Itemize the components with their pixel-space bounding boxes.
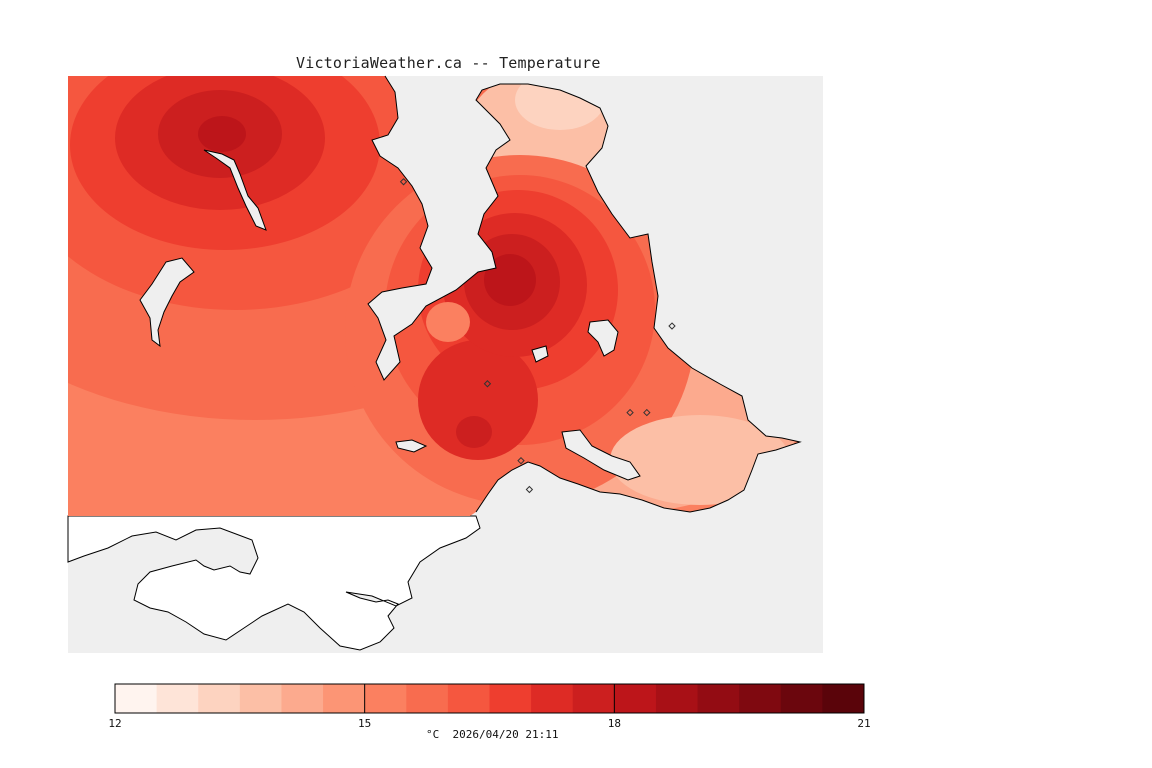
colorbar-swatch bbox=[198, 684, 241, 713]
colorbar-tick-label: 12 bbox=[108, 717, 122, 730]
map-title: VictoriaWeather.ca -- Temperature bbox=[296, 54, 601, 72]
colorbar-swatch bbox=[739, 684, 782, 713]
colorbar-swatch bbox=[115, 684, 158, 713]
colorbar bbox=[114, 683, 865, 714]
colorbar-swatch bbox=[822, 684, 865, 713]
colorbar-swatch bbox=[655, 684, 699, 713]
colorbar-tick-label: 15 bbox=[358, 717, 372, 730]
colorbar-swatch bbox=[697, 684, 740, 713]
station-marker bbox=[517, 456, 525, 465]
colorbar-swatch bbox=[447, 684, 490, 713]
colorbar-tick-label: 21 bbox=[857, 717, 871, 730]
station-marker bbox=[668, 322, 676, 330]
colorbar-swatch bbox=[780, 684, 823, 713]
station-marker bbox=[525, 485, 534, 494]
station-marker bbox=[643, 408, 651, 417]
station-marker bbox=[399, 178, 408, 186]
harbour-inlet bbox=[561, 429, 641, 481]
colorbar-swatch bbox=[281, 684, 324, 713]
colorbar-swatch bbox=[239, 684, 282, 713]
units-timestamp: °C 2026/04/20 21:11 bbox=[426, 728, 559, 741]
station-markers bbox=[399, 178, 676, 494]
colorbar-swatch bbox=[614, 684, 657, 713]
colorbar-swatch bbox=[156, 684, 199, 713]
lake-west bbox=[139, 257, 195, 348]
coastline bbox=[367, 75, 802, 513]
strait-water bbox=[67, 515, 481, 651]
colorbar-swatch bbox=[364, 684, 407, 713]
colorbar-swatch bbox=[323, 684, 366, 713]
lake-small bbox=[531, 345, 549, 363]
station-marker bbox=[626, 408, 634, 417]
colorbar-swatch bbox=[489, 684, 532, 713]
colorbar-swatch bbox=[572, 684, 615, 713]
station-marker bbox=[483, 380, 492, 388]
lake-north bbox=[203, 149, 267, 231]
lake-south bbox=[395, 439, 428, 453]
colorbar-tick-label: 18 bbox=[607, 717, 621, 730]
colorbar-swatch bbox=[531, 684, 574, 713]
lake-east bbox=[587, 319, 619, 357]
colorbar-swatch bbox=[406, 684, 449, 713]
